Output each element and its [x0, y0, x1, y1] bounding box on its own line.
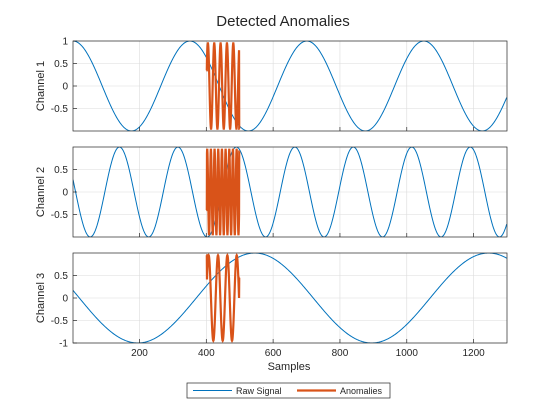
chart-title: Detected Anomalies [216, 13, 349, 30]
x-axis-label: Samples [268, 361, 311, 373]
x-tick-label: 800 [332, 348, 349, 359]
series-raw-signal-line [73, 147, 507, 237]
legend: Raw Signal Anomalies [186, 382, 391, 399]
y-axis-label: Channel 1 [35, 61, 47, 111]
y-tick-label: 0.5 [54, 59, 68, 70]
y-tick-label: 0.5 [54, 165, 68, 176]
series-anomalies-line [205, 42, 241, 130]
y-tick-label: 1 [62, 37, 68, 48]
series-raw-signal-line [73, 41, 507, 131]
y-tick-label: -1 [59, 339, 68, 350]
legend-label-raw: Raw Signal [236, 386, 282, 396]
panel-channel-1: 1 0.5 0 -0.5 Channel 1 [35, 37, 508, 132]
x-tick-label: 600 [265, 348, 282, 359]
y-axis-label: Channel 3 [35, 273, 47, 323]
legend-label-anomaly: Anomalies [340, 386, 383, 396]
series-anomalies-line [205, 253, 241, 343]
x-tick-label: 400 [198, 348, 215, 359]
y-tick-label: -0.5 [51, 316, 69, 327]
y-axis-label: Channel 2 [35, 167, 47, 217]
y-tick-label: 0 [62, 82, 68, 93]
y-tick-label: 0.5 [54, 271, 68, 282]
panel-channel-2: 0.5 0 -0.5 Channel 2 [35, 146, 508, 238]
y-tick-label: 0 [62, 294, 68, 305]
x-tick-label: 200 [131, 348, 148, 359]
panel-channel-3: 200 400 600 800 1000 1200 0.5 0 -0.5 -1 Channel 3 [35, 252, 508, 359]
x-tick-label: 1200 [462, 348, 485, 359]
x-tick-label: 1000 [396, 348, 419, 359]
y-tick-label: -0.5 [51, 104, 69, 115]
y-tick-label: 0 [62, 188, 68, 199]
y-tick-label: -0.5 [51, 210, 69, 221]
series-anomalies-line [205, 148, 241, 236]
series-raw-signal-line [73, 253, 507, 343]
